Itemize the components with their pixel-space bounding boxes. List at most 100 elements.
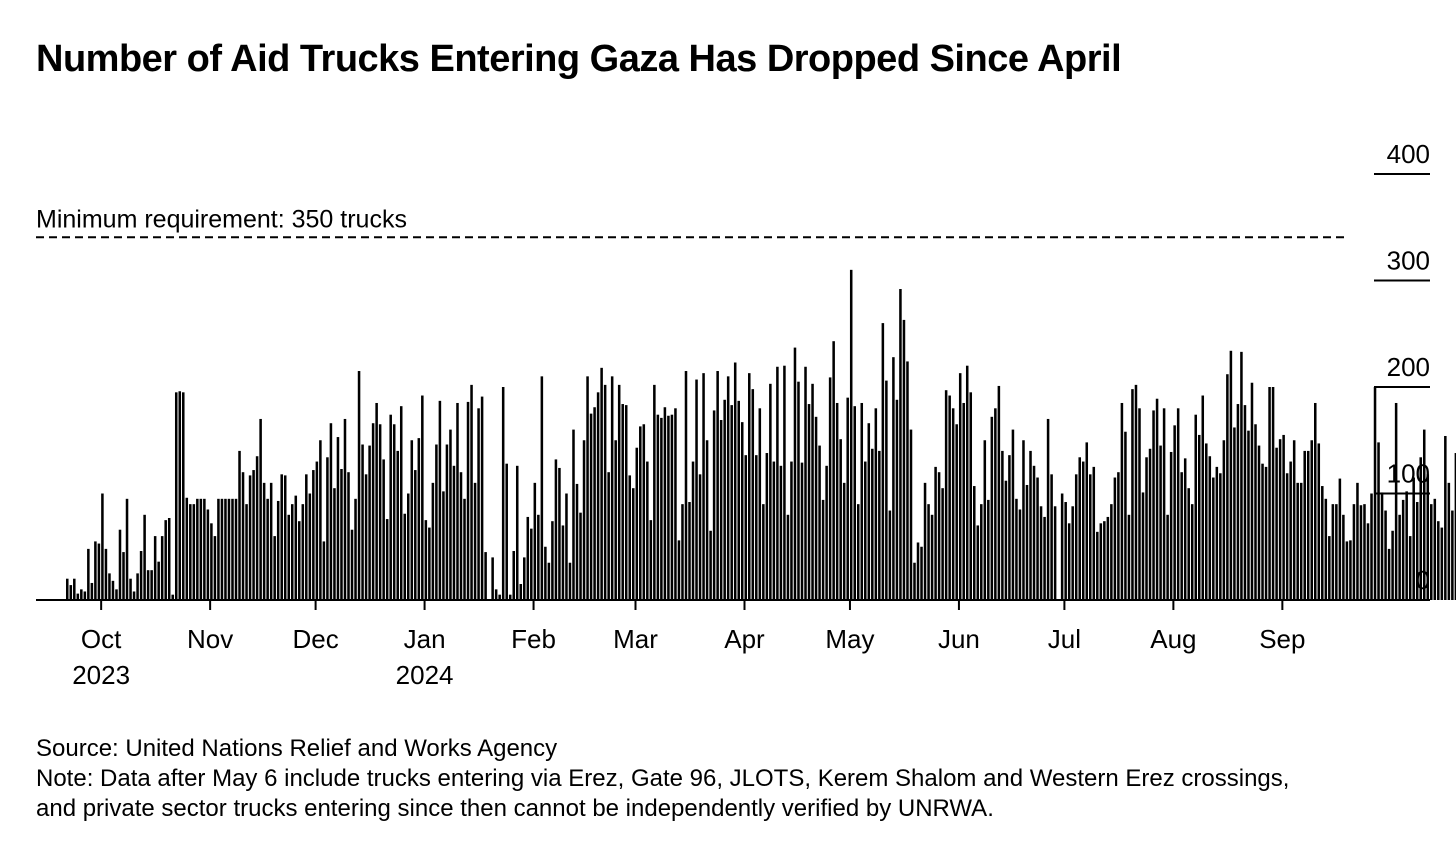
bar <box>350 529 354 600</box>
bar <box>969 392 973 600</box>
bar <box>902 319 906 600</box>
bar <box>572 429 575 600</box>
bar <box>245 504 248 600</box>
bar <box>94 541 97 600</box>
bar <box>1422 429 1426 600</box>
bar <box>941 488 944 601</box>
bar <box>814 416 818 600</box>
bar <box>1180 472 1183 600</box>
bar <box>1134 384 1138 600</box>
bar <box>1043 516 1046 600</box>
bar <box>1433 498 1437 600</box>
bar <box>888 510 892 600</box>
bar <box>1278 439 1282 600</box>
bar <box>340 469 343 600</box>
bar <box>1219 473 1222 600</box>
bar <box>515 465 519 600</box>
bar <box>234 498 238 600</box>
bar <box>635 447 639 600</box>
bar <box>1124 431 1127 600</box>
bar <box>192 504 196 600</box>
bar <box>125 498 129 600</box>
bar <box>301 504 305 600</box>
bar <box>997 385 1001 600</box>
bar <box>804 366 807 600</box>
bar <box>1257 445 1261 600</box>
bar <box>266 498 269 600</box>
bar <box>1141 492 1145 600</box>
bar <box>670 414 674 600</box>
bar <box>881 323 885 600</box>
bar <box>1236 404 1240 600</box>
bar <box>1159 445 1162 600</box>
x-tick-label: Jul <box>1048 624 1081 654</box>
bar <box>582 440 586 600</box>
bar <box>1314 402 1317 601</box>
bar <box>132 591 136 600</box>
bar <box>459 472 463 600</box>
bar <box>702 373 705 600</box>
bar <box>705 440 709 600</box>
bar <box>691 461 695 600</box>
bar <box>319 440 322 600</box>
bar <box>878 450 881 600</box>
bar <box>913 562 916 600</box>
bar <box>508 594 512 600</box>
bar <box>224 498 227 600</box>
bar <box>347 472 350 600</box>
bar <box>962 402 965 601</box>
bar <box>593 407 596 600</box>
x-axis: Oct 2023 Nov Dec Jan 2024 Feb Mar Apr May Jun Jul Au… <box>36 599 1430 690</box>
bar <box>1271 387 1275 600</box>
chart-title: Number of Aid Trucks Entering Gaza Has D… <box>36 38 1122 80</box>
bar <box>160 536 164 600</box>
note-text-line2: and private sector trucks entering since… <box>36 795 994 822</box>
bar <box>776 366 779 600</box>
bar <box>262 482 266 600</box>
bar <box>189 504 192 600</box>
bar <box>688 502 691 600</box>
bar <box>136 573 139 601</box>
bar <box>656 414 660 600</box>
bar <box>1064 502 1067 600</box>
bar <box>523 557 526 600</box>
y-tick-label: 0 <box>1416 565 1430 595</box>
bar <box>719 420 723 600</box>
bar <box>357 371 361 600</box>
bar <box>287 514 291 600</box>
bar <box>470 384 473 600</box>
bar <box>371 423 375 600</box>
bar <box>111 580 115 600</box>
bar <box>1366 523 1370 600</box>
bar <box>1187 488 1190 601</box>
bar <box>273 536 276 600</box>
reference-line-group: Minimum requirement: 350 trucks <box>36 205 1346 239</box>
bar <box>586 376 589 600</box>
bar <box>1342 514 1345 600</box>
bar <box>424 520 428 601</box>
bar <box>646 461 649 600</box>
bar <box>1292 440 1296 600</box>
bar <box>428 527 431 600</box>
bar <box>1197 434 1201 600</box>
bar <box>1131 389 1134 600</box>
bar <box>1401 499 1405 600</box>
bar <box>269 482 273 600</box>
bar <box>1071 506 1074 600</box>
bar <box>143 514 146 600</box>
bar <box>1103 521 1106 600</box>
bar <box>449 429 452 600</box>
bar <box>1025 484 1029 600</box>
bar <box>1162 408 1166 600</box>
bar <box>1194 414 1197 600</box>
bar <box>399 406 403 600</box>
bar <box>1437 521 1440 600</box>
bar <box>1081 461 1085 600</box>
bar <box>1370 493 1373 600</box>
bar <box>1229 350 1233 600</box>
bar <box>1317 443 1321 600</box>
bar <box>1275 447 1278 600</box>
bar <box>973 486 976 600</box>
x-tick-label: May <box>825 624 874 654</box>
bar <box>157 561 160 600</box>
